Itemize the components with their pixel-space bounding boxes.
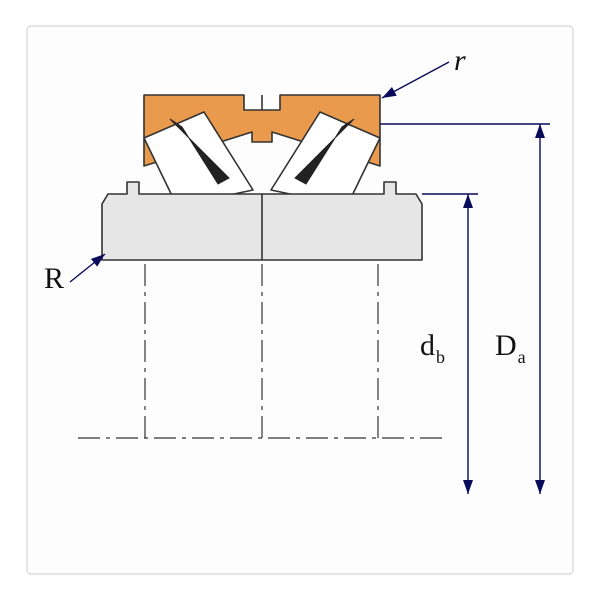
bearing-diagram: rRdbDa xyxy=(0,0,600,600)
label-R: R xyxy=(44,262,64,295)
label-r: r xyxy=(454,44,466,77)
